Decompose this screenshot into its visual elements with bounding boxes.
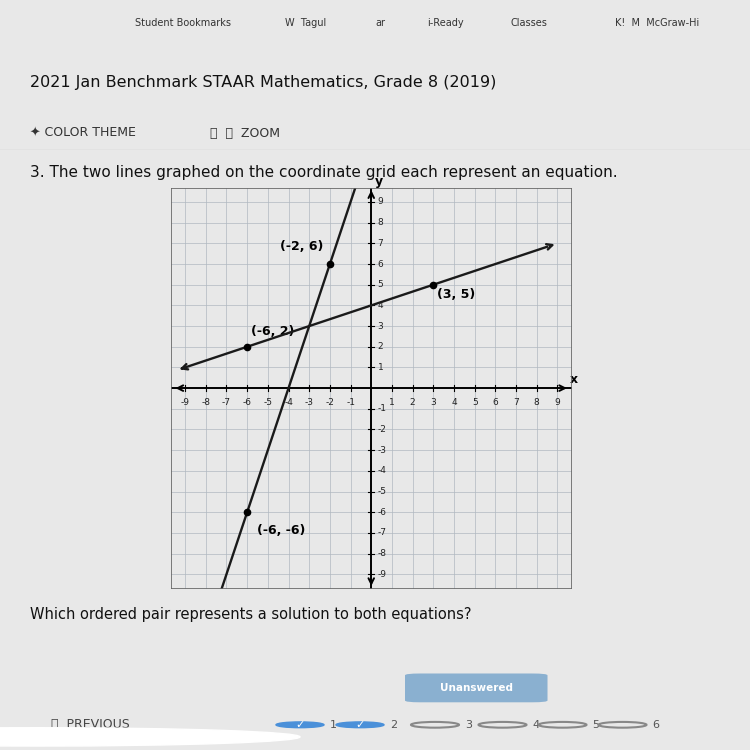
Text: 7: 7 (513, 398, 519, 407)
Circle shape (0, 728, 300, 746)
Text: 6: 6 (377, 260, 383, 268)
Text: (-6, -6): (-6, -6) (257, 524, 306, 536)
Text: 4: 4 (452, 398, 457, 407)
Circle shape (276, 722, 324, 728)
Text: Student Bookmarks: Student Bookmarks (135, 18, 231, 28)
Text: ✓: ✓ (356, 720, 364, 730)
Text: -8: -8 (377, 549, 386, 558)
Text: -6: -6 (243, 398, 252, 407)
Text: -1: -1 (377, 404, 386, 413)
Text: -3: -3 (304, 398, 313, 407)
Text: i-Ready: i-Ready (427, 18, 464, 28)
Text: 6: 6 (652, 720, 659, 730)
Text: y: y (374, 175, 382, 188)
Text: 2021 Jan Benchmark STAAR Mathematics, Grade 8 (2019): 2021 Jan Benchmark STAAR Mathematics, Gr… (30, 75, 496, 90)
Text: -9: -9 (181, 398, 190, 407)
Text: 🔍  🔍  ZOOM: 🔍 🔍 ZOOM (210, 127, 280, 140)
Text: -1: -1 (346, 398, 355, 407)
Text: (-2, 6): (-2, 6) (280, 240, 324, 253)
Text: 6: 6 (493, 398, 498, 407)
Text: ✓: ✓ (296, 720, 304, 730)
Text: -4: -4 (284, 398, 293, 407)
Text: x: x (570, 374, 578, 386)
Text: 5: 5 (377, 280, 383, 290)
Text: 1: 1 (377, 363, 383, 372)
Text: Classes: Classes (510, 18, 547, 28)
Text: 8: 8 (534, 398, 539, 407)
Text: 7: 7 (377, 238, 383, 248)
Text: 8: 8 (377, 218, 383, 227)
Text: Unanswered: Unanswered (440, 683, 513, 693)
Text: ✦ COLOR THEME: ✦ COLOR THEME (30, 127, 136, 140)
Text: 2: 2 (377, 342, 383, 351)
Text: -6: -6 (377, 508, 386, 517)
Text: 4: 4 (532, 720, 540, 730)
Text: -5: -5 (377, 487, 386, 496)
Circle shape (336, 722, 384, 728)
Text: 2: 2 (390, 720, 398, 730)
Text: ar: ar (375, 18, 385, 28)
Text: -9: -9 (377, 570, 386, 579)
Text: -4: -4 (377, 466, 386, 476)
Text: -2: -2 (377, 425, 386, 434)
Text: 3: 3 (465, 720, 472, 730)
Text: (-6, 2): (-6, 2) (251, 326, 295, 338)
Text: -7: -7 (222, 398, 231, 407)
Text: 3. The two lines graphed on the coordinate grid each represent an equation.: 3. The two lines graphed on the coordina… (30, 165, 618, 180)
Text: -2: -2 (326, 398, 334, 407)
Text: 〈  PREVIOUS: 〈 PREVIOUS (51, 718, 129, 731)
Text: 1: 1 (330, 720, 337, 730)
Text: K!  M  McGraw-Hi: K! M McGraw-Hi (615, 18, 699, 28)
Text: -3: -3 (377, 446, 386, 454)
Text: -5: -5 (263, 398, 272, 407)
Text: 2: 2 (410, 398, 416, 407)
Text: (3, 5): (3, 5) (437, 288, 476, 301)
Text: 3: 3 (377, 322, 383, 331)
Text: W  Tagul: W Tagul (285, 18, 326, 28)
Text: -7: -7 (377, 529, 386, 538)
FancyBboxPatch shape (405, 674, 548, 702)
Text: 9: 9 (554, 398, 560, 407)
Text: 5: 5 (592, 720, 599, 730)
Text: -8: -8 (201, 398, 210, 407)
Text: 1: 1 (389, 398, 394, 407)
Text: 9: 9 (377, 197, 383, 206)
Text: 5: 5 (472, 398, 478, 407)
Text: 4: 4 (377, 301, 383, 310)
Text: Which ordered pair represents a solution to both equations?: Which ordered pair represents a solution… (30, 607, 472, 622)
Text: 3: 3 (430, 398, 436, 407)
